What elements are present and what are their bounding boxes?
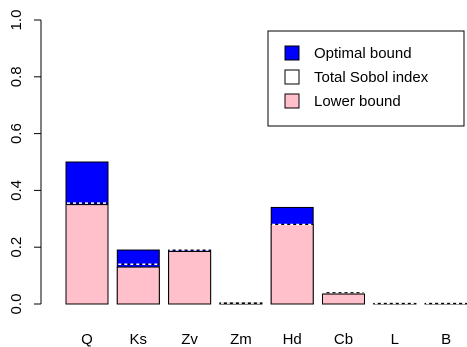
bar-lower-ks <box>116 266 160 305</box>
x-label-b: B <box>441 331 451 347</box>
x-label-zm: Zm <box>230 331 252 347</box>
y-tick-label: 1.0 <box>8 10 25 31</box>
legend-swatch <box>284 45 300 61</box>
y-tick-label: 0.2 <box>8 237 25 258</box>
bar-lower-zv <box>168 250 212 305</box>
x-axis-labels: Q Ks Zv Zm Hd Cb L B <box>81 331 451 347</box>
y-tick-label: 0.0 <box>8 294 25 315</box>
bar-lower-q <box>65 204 109 305</box>
legend-box <box>267 30 465 127</box>
y-tick-label: 0.6 <box>8 123 25 144</box>
y-tick-label: 0.4 <box>8 180 25 201</box>
y-axis: 0.0 0.2 0.4 0.6 0.8 1.0 <box>8 10 42 315</box>
x-label-cb: Cb <box>334 331 353 347</box>
legend-label: Optimal bound <box>314 45 412 62</box>
x-label-ks: Ks <box>130 331 148 347</box>
y-tick-label: 0.8 <box>8 66 25 87</box>
legend-label: Total Sobol index <box>314 69 429 86</box>
legend-label: Lower bound <box>314 93 401 110</box>
bar-lower-cb <box>322 293 365 305</box>
legend-swatch <box>284 93 300 109</box>
legend-swatch <box>284 69 300 85</box>
legend: Optimal bound Total Sobol index Lower boun… <box>267 30 465 127</box>
bar-lower-hd <box>270 223 314 305</box>
x-label-q: Q <box>81 331 93 347</box>
x-label-zv: Zv <box>181 331 198 347</box>
x-label-l: L <box>391 331 399 347</box>
bars-layer <box>65 161 467 305</box>
x-label-hd: Hd <box>283 331 302 347</box>
